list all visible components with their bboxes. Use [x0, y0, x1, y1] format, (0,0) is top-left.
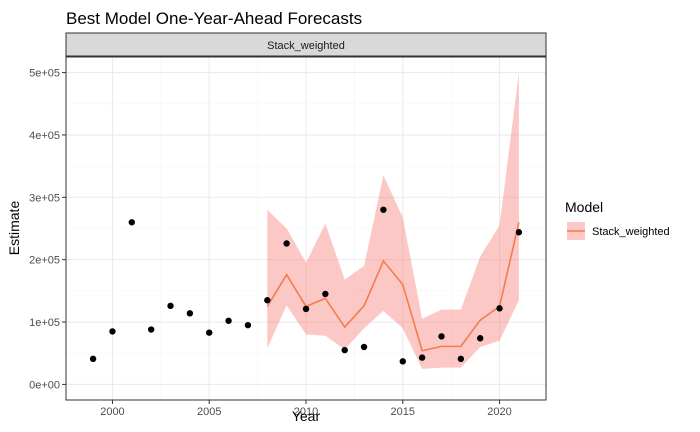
data-point	[302, 305, 310, 313]
x-tick-label: 2020	[487, 406, 511, 418]
data-point	[418, 354, 426, 361]
facet-strip-label: Stack_weighted	[267, 40, 345, 52]
x-tick-label: 2000	[100, 406, 124, 418]
data-point	[109, 328, 116, 335]
data-point	[206, 329, 213, 336]
data-point	[128, 219, 136, 226]
confidence-ribbon	[267, 72, 519, 369]
x-axis-title: Year	[292, 408, 321, 424]
y-tick-label: 0e+00	[29, 379, 60, 391]
data-point	[457, 355, 465, 363]
y-tick-label: 5e+05	[29, 68, 60, 80]
data-point	[476, 335, 484, 342]
x-axis: 2000 2005 2010 2015 2020	[100, 400, 512, 418]
data-point	[186, 310, 194, 317]
data-point	[380, 206, 387, 213]
data-point	[147, 326, 155, 333]
y-tick-label: 1e+05	[29, 317, 60, 329]
data-point	[341, 346, 348, 354]
grid-lines	[66, 57, 546, 400]
facet-strip	[65, 32, 547, 57]
data-point	[89, 355, 97, 363]
data-point	[225, 317, 232, 324]
y-tick-label: 3e+05	[29, 192, 60, 204]
y-tick-label: 4e+05	[29, 130, 60, 142]
y-tick-label: 2e+05	[29, 255, 60, 267]
data-point	[399, 358, 406, 365]
data-point	[283, 240, 290, 247]
confidence-ribbons	[267, 72, 519, 369]
data-point	[167, 302, 174, 310]
data-point	[322, 290, 329, 298]
data-point	[496, 305, 503, 312]
y-axis-title: Estimate	[6, 201, 22, 256]
legend-entries: Stack_weighted	[567, 222, 670, 240]
legend-label: Stack_weighted	[592, 226, 670, 238]
legend-title: Model	[565, 199, 603, 215]
x-tick-label: 2015	[391, 406, 415, 418]
x-tick-label: 2005	[197, 406, 221, 418]
data-point	[515, 229, 523, 236]
forecast-line	[266, 222, 520, 352]
legend: Model Stack_weighted	[565, 199, 670, 240]
data-point	[264, 297, 271, 304]
data-point	[244, 321, 252, 329]
data-point	[360, 343, 368, 351]
observed-points	[89, 206, 523, 365]
data-point	[438, 333, 445, 340]
chart-title: Best Model One-Year-Ahead Forecasts	[66, 9, 362, 28]
forecast-lines	[266, 222, 520, 352]
x-tick-label: 2010	[294, 406, 318, 418]
y-axis: 0e+00 1e+05 2e+05 3e+05 4e+05 5e+05	[29, 68, 66, 391]
